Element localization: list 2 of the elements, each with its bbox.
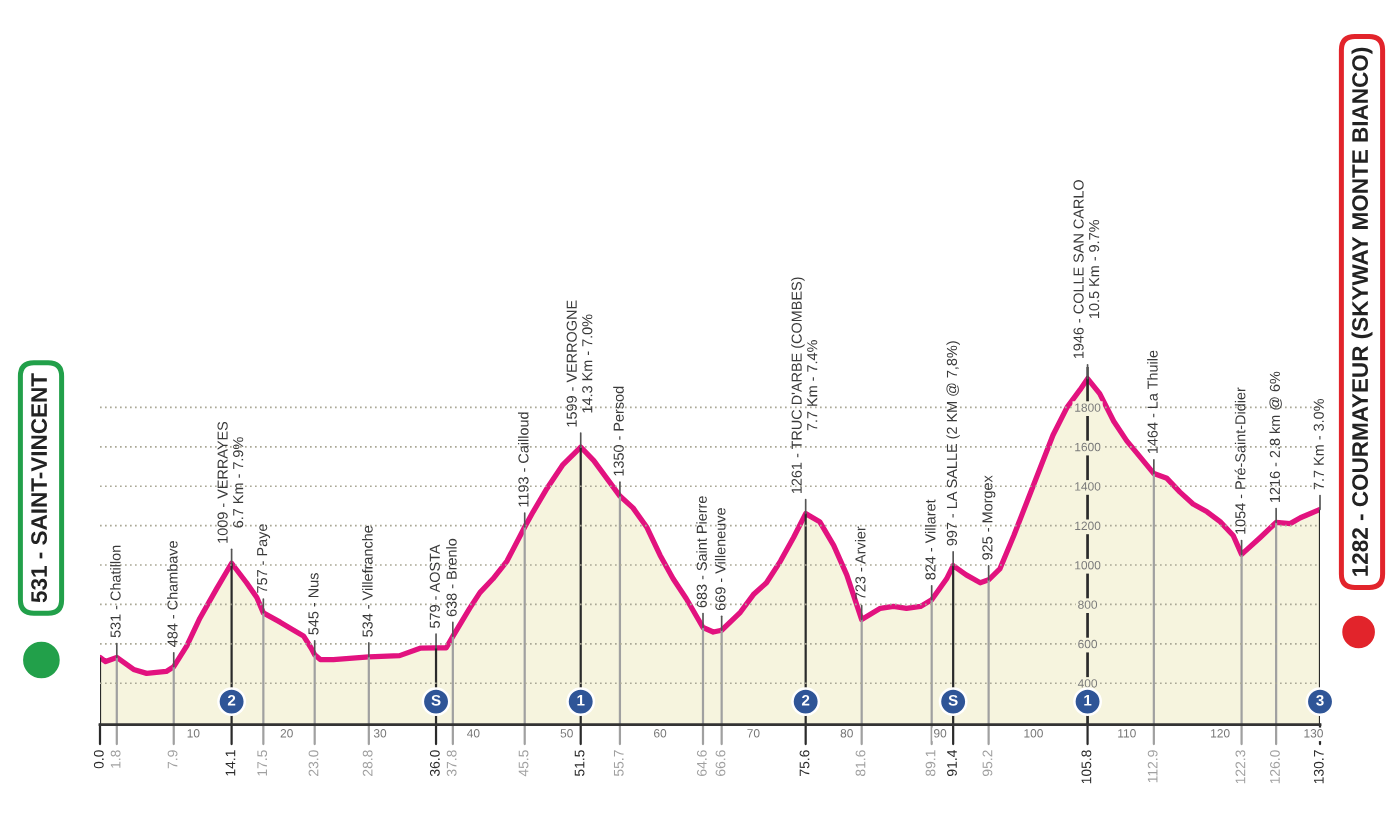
text: 1282 - COURMAYEUR (SKYWAY MONTE BIANCO): [1351, 47, 1373, 576]
text: 531 - SAINT-VINCENT: [31, 373, 48, 603]
